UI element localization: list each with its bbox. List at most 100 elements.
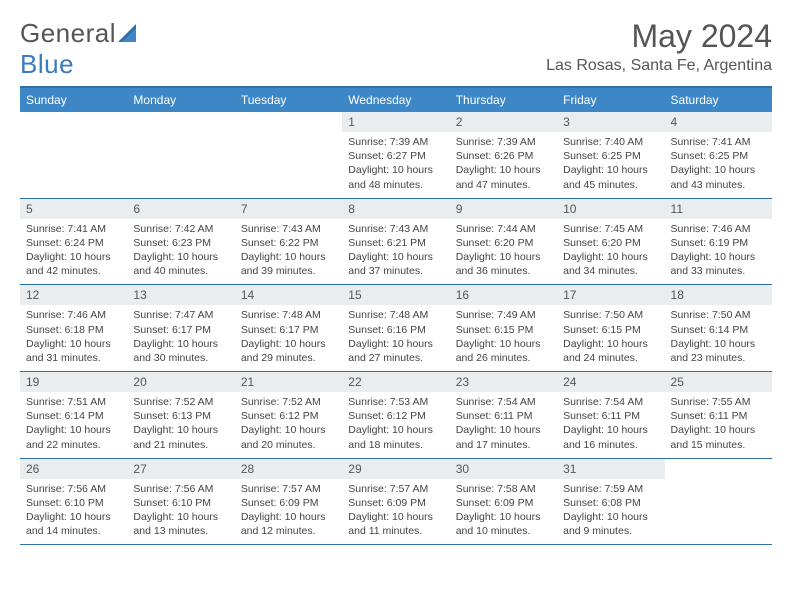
sunrise-text: Sunrise: 7:46 AM (26, 308, 121, 322)
page-title: May 2024 (546, 18, 772, 55)
day-content: Sunrise: 7:56 AMSunset: 6:10 PMDaylight:… (127, 479, 234, 545)
sunrise-text: Sunrise: 7:49 AM (456, 308, 551, 322)
sunset-text: Sunset: 6:13 PM (133, 409, 228, 423)
sunset-text: Sunset: 6:11 PM (671, 409, 766, 423)
day-content: Sunrise: 7:41 AMSunset: 6:24 PMDaylight:… (20, 219, 127, 285)
daylight-text: Daylight: 10 hours and 24 minutes. (563, 337, 658, 365)
day-number: 31 (557, 459, 664, 479)
day-number: 4 (665, 112, 772, 132)
calendar-cell: 21Sunrise: 7:52 AMSunset: 6:12 PMDayligh… (235, 372, 342, 459)
sunrise-text: Sunrise: 7:52 AM (241, 395, 336, 409)
day-content: Sunrise: 7:41 AMSunset: 6:25 PMDaylight:… (665, 132, 772, 198)
daylight-text: Daylight: 10 hours and 48 minutes. (348, 163, 443, 191)
day-number: 28 (235, 459, 342, 479)
calendar-row: 12Sunrise: 7:46 AMSunset: 6:18 PMDayligh… (20, 285, 772, 372)
calendar-cell: 28 Sunrise: 7:57 AMSunset: 6:09 PMDayligh… (235, 458, 342, 545)
daylight-text: Daylight: 10 hours and 37 minutes. (348, 250, 443, 278)
day-number: 26 (20, 459, 127, 479)
day-content: Sunrise: 7:50 AMSunset: 6:15 PMDaylight:… (557, 305, 664, 371)
calendar-cell: 13Sunrise: 7:47 AMSunset: 6:17 PMDayligh… (127, 285, 234, 372)
sunrise-text: Sunrise: 7:40 AM (563, 135, 658, 149)
daylight-text: Daylight: 10 hours and 13 minutes. (133, 510, 228, 538)
day-number: 16 (450, 285, 557, 305)
day-number: 19 (20, 372, 127, 392)
sunrise-text: Sunrise: 7:41 AM (26, 222, 121, 236)
day-header-thu: Thursday (450, 87, 557, 112)
daylight-text: Daylight: 10 hours and 10 minutes. (456, 510, 551, 538)
daylight-text: Daylight: 10 hours and 34 minutes. (563, 250, 658, 278)
day-content: Sunrise: 7:55 AMSunset: 6:11 PMDaylight:… (665, 392, 772, 458)
day-number: 3 (557, 112, 664, 132)
sunrise-text: Sunrise: 7:54 AM (563, 395, 658, 409)
day-header-sat: Saturday (665, 87, 772, 112)
calendar-cell (235, 112, 342, 198)
sunset-text: Sunset: 6:12 PM (241, 409, 336, 423)
day-number: 7 (235, 199, 342, 219)
sunrise-text: Sunrise: 7:58 AM (456, 482, 551, 496)
calendar-table: Sunday Monday Tuesday Wednesday Thursday… (20, 86, 772, 545)
logo-sail-icon (118, 18, 140, 48)
calendar-cell: 17Sunrise: 7:50 AMSunset: 6:15 PMDayligh… (557, 285, 664, 372)
day-number: 30 (450, 459, 557, 479)
calendar-cell: 1Sunrise: 7:39 AMSunset: 6:27 PMDaylight… (342, 112, 449, 198)
sunset-text: Sunset: 6:15 PM (456, 323, 551, 337)
sunrise-text: Sunrise: 7:56 AM (26, 482, 121, 496)
day-content: Sunrise: 7:54 AMSunset: 6:11 PMDaylight:… (450, 392, 557, 458)
sunset-text: Sunset: 6:10 PM (133, 496, 228, 510)
calendar-cell: 7Sunrise: 7:43 AMSunset: 6:22 PMDaylight… (235, 198, 342, 285)
sunset-text: Sunset: 6:17 PM (133, 323, 228, 337)
day-content: Sunrise: 7:50 AMSunset: 6:14 PMDaylight:… (665, 305, 772, 371)
calendar-cell: 22Sunrise: 7:53 AMSunset: 6:12 PMDayligh… (342, 372, 449, 459)
sunrise-text: Sunrise: 7:39 AM (456, 135, 551, 149)
calendar-row: 19Sunrise: 7:51 AMSunset: 6:14 PMDayligh… (20, 372, 772, 459)
sunset-text: Sunset: 6:20 PM (563, 236, 658, 250)
sunset-text: Sunset: 6:11 PM (456, 409, 551, 423)
calendar-cell: 18Sunrise: 7:50 AMSunset: 6:14 PMDayligh… (665, 285, 772, 372)
daylight-text: Daylight: 10 hours and 21 minutes. (133, 423, 228, 451)
daylight-text: Daylight: 10 hours and 40 minutes. (133, 250, 228, 278)
location-label: Las Rosas, Santa Fe, Argentina (546, 57, 772, 75)
calendar-cell: 30Sunrise: 7:58 AMSunset: 6:09 PMDayligh… (450, 458, 557, 545)
day-number: 18 (665, 285, 772, 305)
sunrise-text: Sunrise: 7:57 AM (348, 482, 443, 496)
day-content: Sunrise: 7:58 AMSunset: 6:09 PMDaylight:… (450, 479, 557, 545)
calendar-cell (127, 112, 234, 198)
day-content: Sunrise: 7:52 AMSunset: 6:13 PMDaylight:… (127, 392, 234, 458)
logo-text-2: Blue (20, 49, 74, 79)
day-content (665, 465, 772, 523)
daylight-text: Daylight: 10 hours and 18 minutes. (348, 423, 443, 451)
sunset-text: Sunset: 6:25 PM (671, 149, 766, 163)
calendar-cell: 8Sunrise: 7:43 AMSunset: 6:21 PMDaylight… (342, 198, 449, 285)
day-content: Sunrise: 7:48 AMSunset: 6:17 PMDaylight:… (235, 305, 342, 371)
daylight-text: Daylight: 10 hours and 14 minutes. (26, 510, 121, 538)
sunset-text: Sunset: 6:27 PM (348, 149, 443, 163)
calendar-cell: 27Sunrise: 7:56 AMSunset: 6:10 PMDayligh… (127, 458, 234, 545)
calendar-row: 1Sunrise: 7:39 AMSunset: 6:27 PMDaylight… (20, 112, 772, 198)
sunrise-text: Sunrise: 7:54 AM (456, 395, 551, 409)
sunrise-text: Sunrise: 7:55 AM (671, 395, 766, 409)
sunset-text: Sunset: 6:09 PM (348, 496, 443, 510)
logo: General Blue (20, 18, 140, 80)
day-content: Sunrise: 7:46 AMSunset: 6:19 PMDaylight:… (665, 219, 772, 285)
calendar-cell: 24Sunrise: 7:54 AMSunset: 6:11 PMDayligh… (557, 372, 664, 459)
daylight-text: Daylight: 10 hours and 9 minutes. (563, 510, 658, 538)
calendar-cell: 15Sunrise: 7:48 AMSunset: 6:16 PMDayligh… (342, 285, 449, 372)
sunset-text: Sunset: 6:20 PM (456, 236, 551, 250)
day-header-wed: Wednesday (342, 87, 449, 112)
day-content: Sunrise: 7:45 AMSunset: 6:20 PMDaylight:… (557, 219, 664, 285)
calendar-cell: 3Sunrise: 7:40 AMSunset: 6:25 PMDaylight… (557, 112, 664, 198)
day-number: 29 (342, 459, 449, 479)
day-content: Sunrise: 7:53 AMSunset: 6:12 PMDaylight:… (342, 392, 449, 458)
daylight-text: Daylight: 10 hours and 12 minutes. (241, 510, 336, 538)
day-number: 22 (342, 372, 449, 392)
day-content: Sunrise: 7:52 AMSunset: 6:12 PMDaylight:… (235, 392, 342, 458)
day-number: 13 (127, 285, 234, 305)
calendar-cell: 14Sunrise: 7:48 AMSunset: 6:17 PMDayligh… (235, 285, 342, 372)
calendar-row: 26Sunrise: 7:56 AMSunset: 6:10 PMDayligh… (20, 458, 772, 545)
calendar-cell: 11Sunrise: 7:46 AMSunset: 6:19 PMDayligh… (665, 198, 772, 285)
calendar-cell: 16Sunrise: 7:49 AMSunset: 6:15 PMDayligh… (450, 285, 557, 372)
sunset-text: Sunset: 6:09 PM (241, 496, 336, 510)
sunrise-text: Sunrise: 7:57 AM (241, 482, 336, 496)
logo-text: General Blue (20, 18, 140, 80)
day-number: 20 (127, 372, 234, 392)
